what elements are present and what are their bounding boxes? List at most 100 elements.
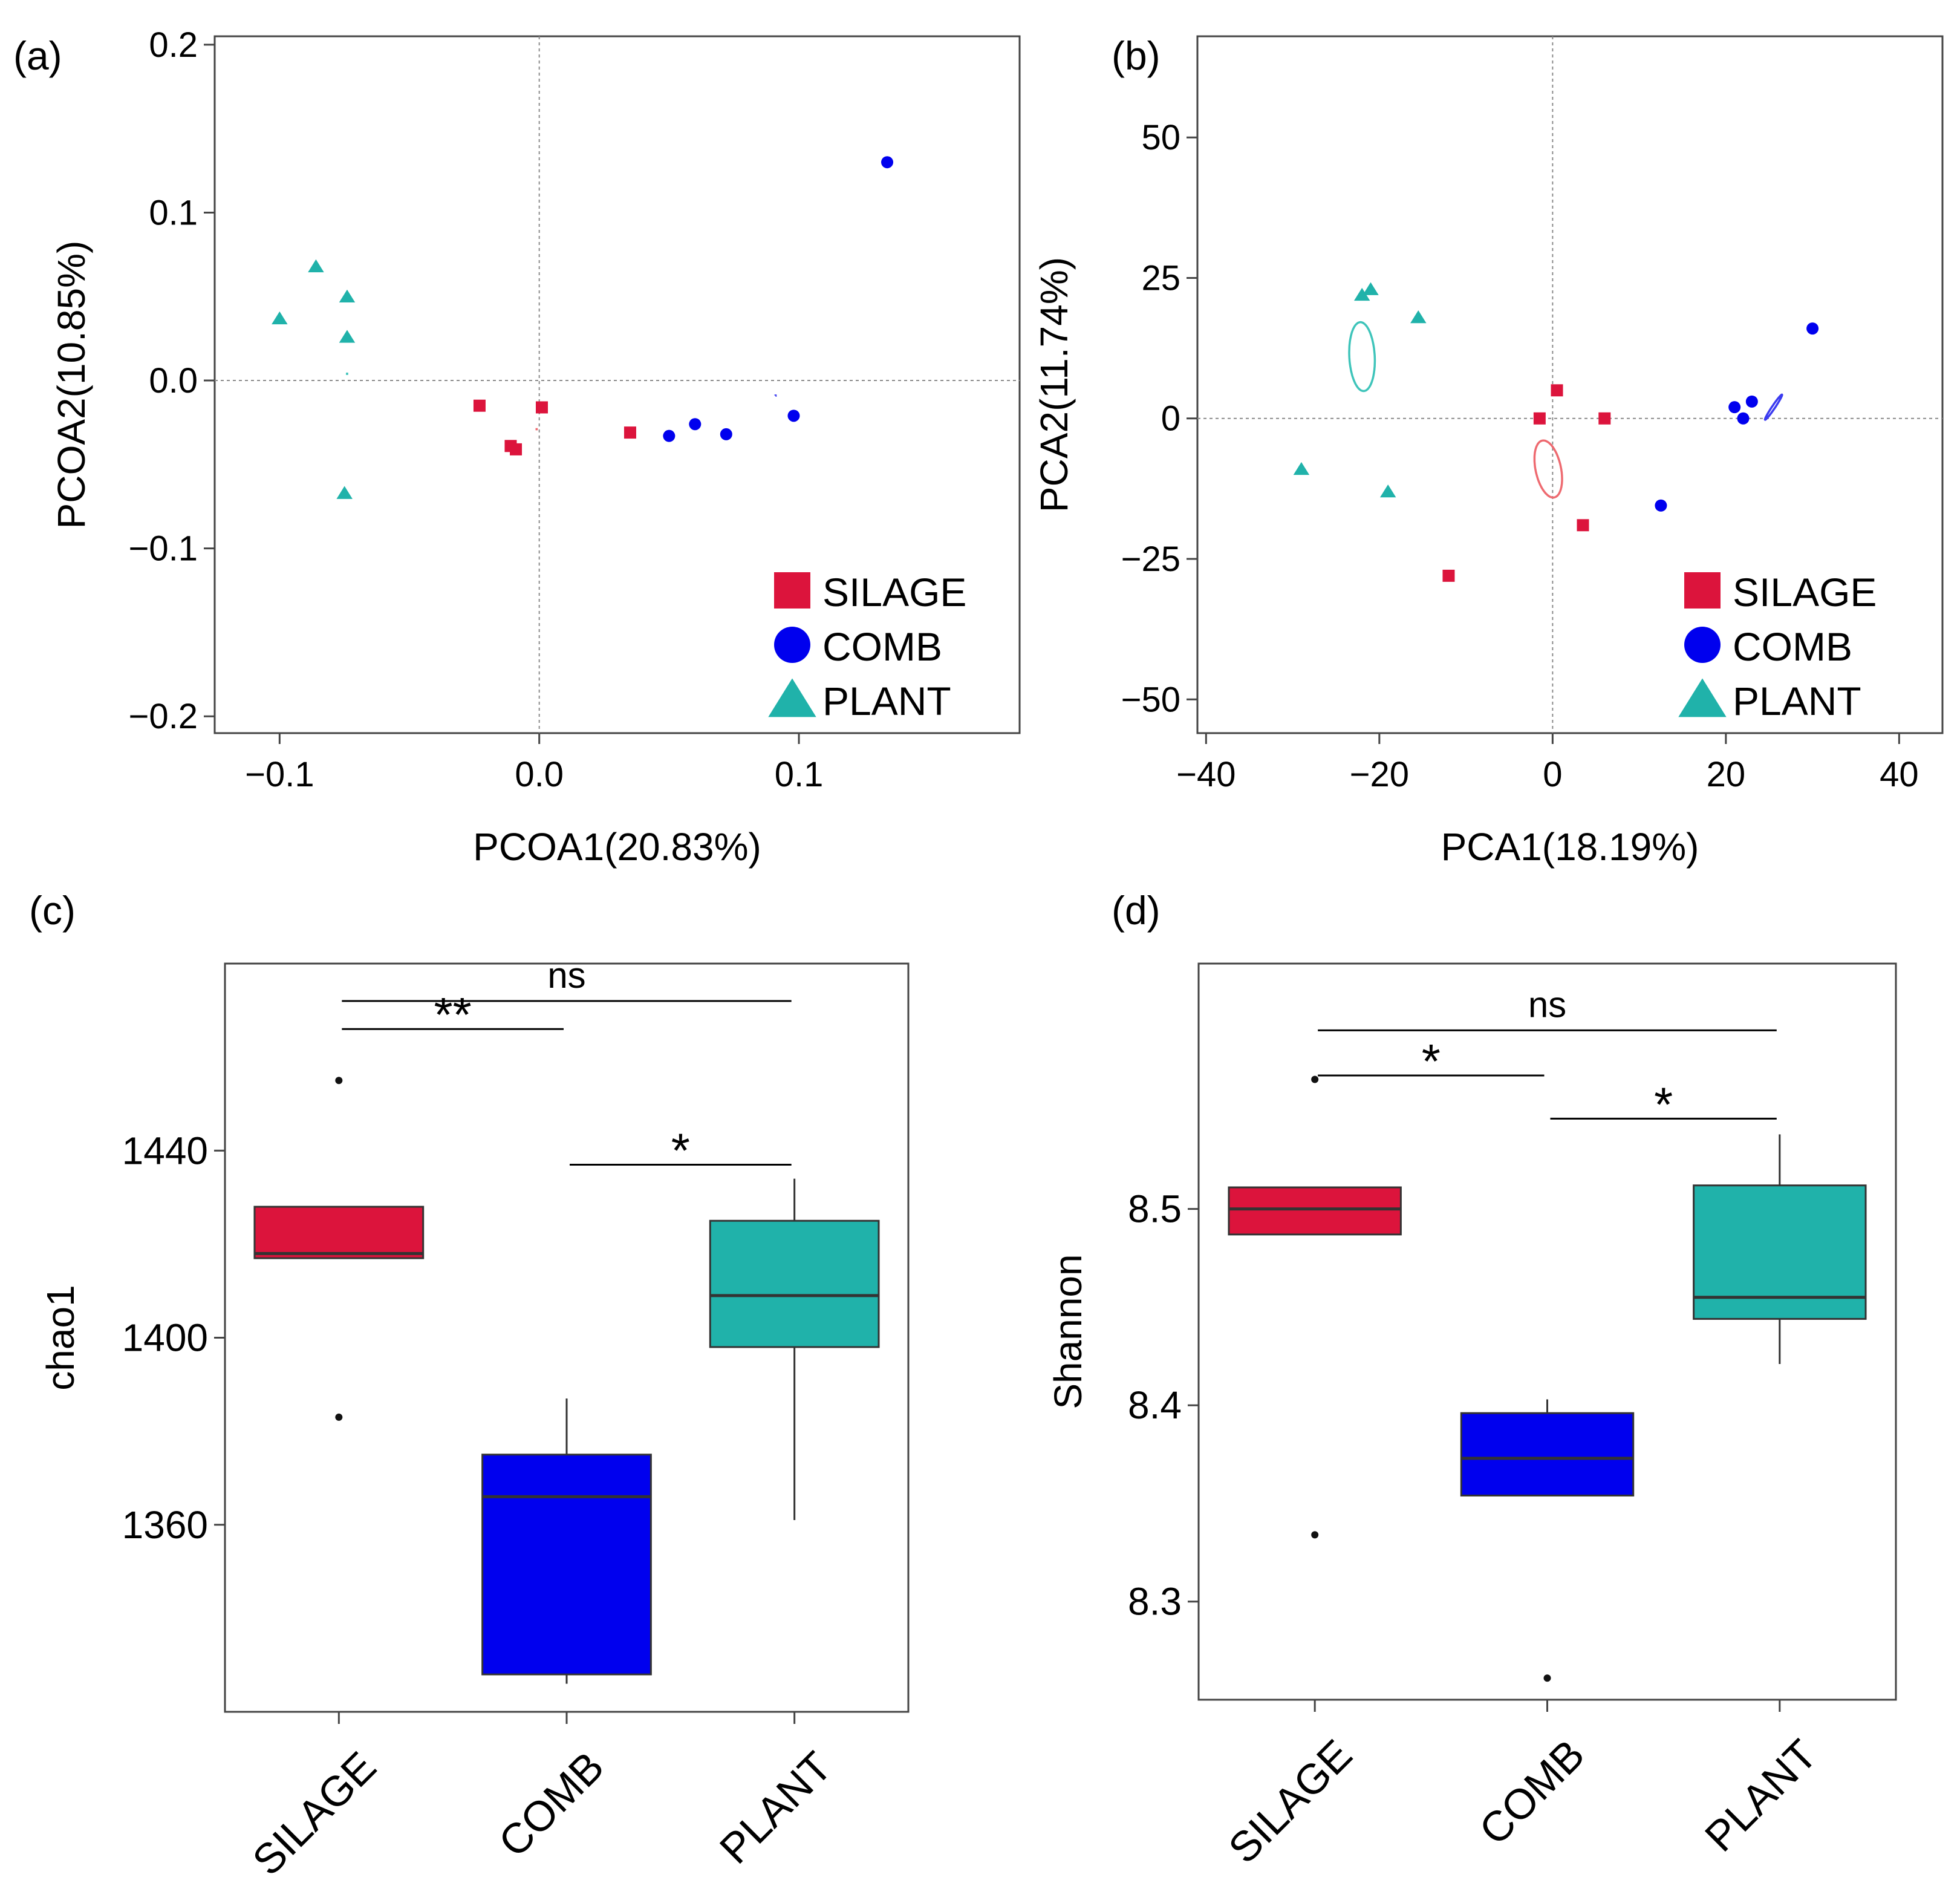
plot-border (1196, 35, 1944, 734)
box-plant (709, 1219, 880, 1348)
x-tick-label: 0 (1543, 755, 1562, 794)
point-plant (339, 330, 356, 343)
point-silage (1598, 412, 1611, 425)
point-plant (308, 259, 324, 273)
panel-label: (c) (29, 888, 76, 933)
outlier-point (335, 1077, 343, 1085)
box-plant (1693, 1184, 1867, 1320)
box-silage (1228, 1186, 1402, 1236)
legend-marker-plant (768, 678, 816, 717)
legend-label-silage: SILAGE (822, 570, 966, 615)
y-tick-label: 25 (1141, 258, 1180, 298)
significance-label: ** (434, 988, 472, 1042)
y-tick-label: 0.1 (149, 193, 198, 232)
point-plant (1363, 282, 1379, 295)
point-plant (272, 311, 288, 325)
significance-label: ns (1528, 984, 1566, 1025)
y-tick-label: 1440 (122, 1129, 208, 1172)
box-comb (1460, 1412, 1635, 1496)
outlier-point (1543, 1674, 1551, 1682)
x-category-label: SILAGE (1219, 1731, 1361, 1872)
legend-marker-comb (774, 627, 810, 663)
y-tick-label: 1360 (122, 1503, 208, 1547)
significance-label: * (1654, 1077, 1673, 1131)
y-tick-label: −0.1 (129, 529, 198, 569)
x-tick-label: −20 (1350, 755, 1409, 794)
x-category-label: PLANT (711, 1743, 841, 1873)
box-silage (253, 1206, 425, 1259)
ellipse-plant (1348, 321, 1376, 393)
point-plant (1410, 310, 1427, 324)
y-tick-label: 0 (1161, 399, 1180, 439)
point-silage (535, 401, 548, 414)
ellipse-silage (1533, 439, 1563, 499)
significance-label: * (1422, 1034, 1441, 1088)
point-plant (1293, 462, 1310, 475)
y-tick-label: 0.2 (149, 25, 198, 65)
y-axis-title: Shannon (1046, 1254, 1090, 1409)
panel-b: (b) −40 −20 0 20 40 −50 −25 0 25 50 PCA1(18.19%) PCA… (1032, 33, 1944, 869)
y-tick-label: −50 (1121, 680, 1180, 719)
y-tick-label: −25 (1121, 540, 1180, 579)
legend-marker-plant (1678, 678, 1727, 717)
x-tick-label: 40 (1880, 755, 1919, 794)
point-comb (663, 429, 676, 442)
y-tick-label: 0.0 (149, 361, 198, 400)
x-axis-title: PCOA1(20.83%) (473, 825, 761, 869)
x-tick-label: −0.1 (245, 755, 314, 794)
point-comb (689, 418, 702, 431)
point-silage (623, 426, 636, 439)
y-tick-label: 8.3 (1128, 1580, 1182, 1624)
outlier-point (335, 1413, 343, 1421)
point-silage (1577, 519, 1589, 532)
y-tick-label: 8.4 (1128, 1383, 1182, 1427)
significance-label: ns (547, 955, 585, 996)
significance-label: * (671, 1123, 690, 1177)
x-category-label: COMB (490, 1743, 613, 1866)
panel-label: (b) (1112, 33, 1161, 78)
plot-border (213, 35, 1021, 734)
legend-marker-silage (774, 572, 810, 609)
point-silage (1533, 412, 1546, 425)
point-silage (1551, 384, 1563, 397)
y-tick-label: 1400 (122, 1316, 208, 1360)
panel-label: (d) (1112, 888, 1161, 933)
point-plant (1379, 485, 1396, 498)
point-silage (1442, 569, 1455, 582)
legend-label-plant: PLANT (1733, 679, 1861, 723)
outlier-point (1311, 1531, 1319, 1539)
legend-label-silage: SILAGE (1733, 570, 1877, 615)
point-comb (1737, 412, 1750, 425)
point-comb (787, 410, 800, 422)
x-tick-label: 0.0 (515, 755, 564, 794)
panel-d: (d) 8.3 8.4 8.5 Shannon SILAGE COMB PLANT ns * * (1046, 888, 1897, 1872)
point-comb (1745, 395, 1758, 408)
x-axis-title: PCA1(18.19%) (1441, 825, 1699, 869)
x-category-label: COMB (1470, 1731, 1594, 1854)
point-comb (1655, 499, 1667, 512)
point-comb (1728, 401, 1741, 414)
y-tick-label: 50 (1141, 118, 1180, 157)
outlier-point (1311, 1075, 1319, 1083)
x-tick-label: −40 (1176, 755, 1236, 794)
point-silage (510, 443, 523, 455)
y-axis-title: PCOA2(10.85%) (50, 241, 93, 529)
point-comb (881, 156, 894, 169)
legend-label-plant: PLANT (822, 679, 951, 723)
x-tick-label: 20 (1707, 755, 1746, 794)
plot-border (1197, 962, 1897, 1701)
y-tick-label: 8.5 (1128, 1187, 1182, 1231)
panel-a: (a) −0.1 0.0 0.1 −0.2 −0.1 0.0 0.1 0.2 PCOA1(20.8… (13, 25, 1021, 869)
point-plant (1353, 287, 1370, 301)
ellipse-comb (1763, 393, 1783, 421)
point-plant (339, 289, 356, 303)
x-category-label: SILAGE (244, 1743, 385, 1883)
y-axis-title: chao1 (39, 1285, 82, 1390)
legend-label-comb: COMB (1733, 624, 1852, 669)
box-comb (481, 1454, 652, 1676)
legend-label-comb: COMB (822, 624, 942, 669)
x-category-label: PLANT (1696, 1731, 1826, 1861)
panel-label: (a) (13, 33, 62, 78)
